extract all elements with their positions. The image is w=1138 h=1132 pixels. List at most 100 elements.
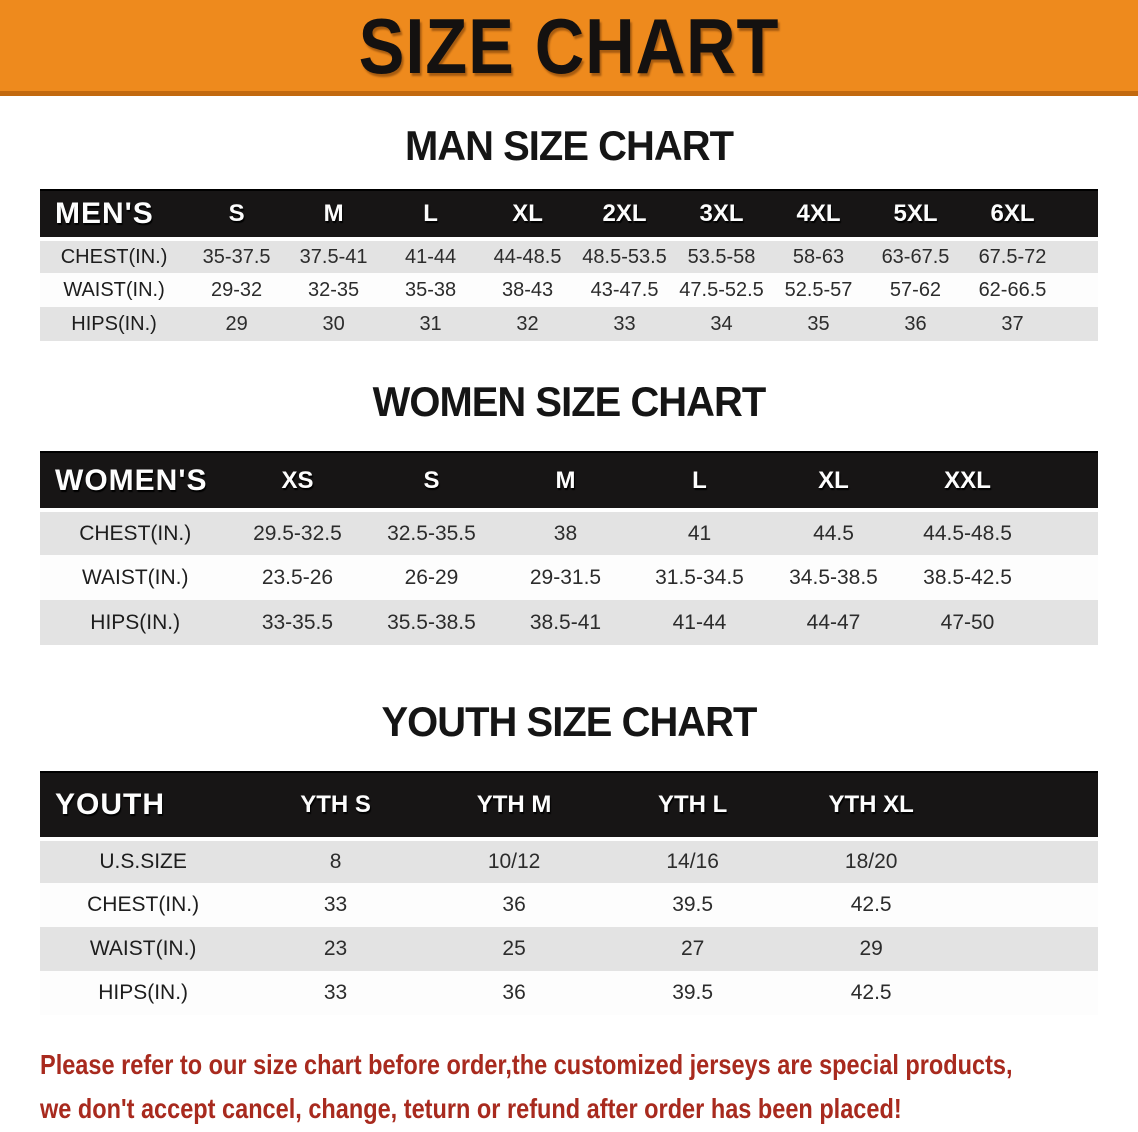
youth-section: YOUTH SIZE CHART YOUTH YTH S YTH M YTH L YTH… (0, 699, 1138, 1015)
size-value: 44-48.5 (479, 239, 577, 273)
size-value: 29-31.5 (498, 555, 633, 600)
size-value: 42.5 (781, 971, 961, 1015)
size-value: 42.5 (781, 883, 961, 927)
size-value: 29.5-32.5 (230, 510, 365, 555)
banner-title: SIZE CHART (358, 1, 780, 90)
column-header: M (285, 189, 383, 241)
spacer-cell (960, 971, 1098, 1015)
spacer-cell (1060, 189, 1098, 241)
spacer-cell (1034, 451, 1098, 512)
table-row: WAIST(IN.) 29-32 32-35 35-38 38-43 43-47.5 47.… (40, 273, 1098, 307)
size-value: 44-47 (766, 600, 901, 645)
size-value: 38.5-41 (498, 600, 633, 645)
size-value: 36 (867, 307, 964, 341)
size-value: 32 (479, 307, 577, 341)
column-header: YTH S (246, 771, 425, 841)
column-header: S (188, 189, 286, 241)
size-value: 8 (246, 839, 425, 883)
size-value: 33 (246, 883, 425, 927)
size-value: 35 (770, 307, 867, 341)
size-value: 33-35.5 (230, 600, 365, 645)
youth-section-heading: YOUTH SIZE CHART (381, 698, 758, 745)
spacer-cell (1034, 555, 1098, 600)
column-header: YTH XL (781, 771, 961, 841)
column-header: 5XL (867, 189, 964, 241)
size-value: 58-63 (770, 239, 867, 273)
size-value: 35-38 (382, 273, 480, 307)
size-value: 52.5-57 (770, 273, 867, 307)
size-value: 41 (632, 510, 767, 555)
table-row: WAIST(IN.) 23.5-26 26-29 29-31.5 31.5-34.5 34… (40, 555, 1098, 600)
size-value: 18/20 (781, 839, 961, 883)
size-value: 35.5-38.5 (364, 600, 499, 645)
table-row: HIPS(IN.) 29 30 31 32 33 34 35 36 37 (40, 307, 1098, 341)
women-section-heading: WOMEN SIZE CHART (372, 378, 767, 425)
size-value: 41-44 (382, 239, 480, 273)
row-label: CHEST(IN.) (40, 239, 189, 273)
size-value: 23.5-26 (230, 555, 365, 600)
spacer-cell (1034, 510, 1098, 555)
row-label: WAIST(IN.) (40, 927, 247, 971)
disclaimer: Please refer to our size chart before or… (40, 1043, 1138, 1131)
header-row: YOUTH YTH S YTH M YTH L YTH XL (40, 771, 1098, 841)
women-size-table: WOMEN'S XS S M L XL XXL CHEST(IN.) 29.5-32.5 32.5… (40, 451, 1098, 645)
size-value: 41-44 (632, 600, 767, 645)
column-header: S (364, 451, 499, 512)
size-value: 36 (424, 883, 604, 927)
header-row: MEN'S S M L XL 2XL 3XL 4XL 5XL 6XL (40, 189, 1098, 241)
spacer-cell (1060, 273, 1098, 307)
size-value: 33 (576, 307, 674, 341)
size-value: 32-35 (285, 273, 383, 307)
spacer-cell (960, 927, 1098, 971)
table-row: HIPS(IN.) 33-35.5 35.5-38.5 38.5-41 41-44 44-… (40, 600, 1098, 645)
table-row: WAIST(IN.) 23 25 27 29 (40, 927, 1098, 971)
column-header: YTH M (424, 771, 604, 841)
row-label: WAIST(IN.) (40, 555, 231, 600)
column-header: 6XL (963, 189, 1061, 241)
disclaimer-line-1: Please refer to our size chart before or… (40, 1049, 1013, 1080)
spacer-cell (960, 839, 1098, 883)
column-header: L (382, 189, 480, 241)
row-label: HIPS(IN.) (40, 600, 231, 645)
size-value: 29-32 (188, 273, 286, 307)
size-value: 43-47.5 (576, 273, 674, 307)
size-value: 14/16 (603, 839, 782, 883)
size-value: 48.5-53.5 (576, 239, 674, 273)
column-header: XL (479, 189, 577, 241)
table-group-label: MEN'S (40, 189, 189, 241)
row-label: HIPS(IN.) (40, 307, 189, 341)
size-value: 39.5 (603, 971, 782, 1015)
spacer-cell (960, 771, 1098, 841)
spacer-cell (1060, 239, 1098, 273)
column-header: M (498, 451, 633, 512)
men-section: MAN SIZE CHART MEN'S S M L XL 2XL 3XL 4XL 5XL 6XL… (0, 123, 1138, 341)
size-value: 34.5-38.5 (766, 555, 901, 600)
header-row: WOMEN'S XS S M L XL XXL (40, 451, 1098, 512)
table-row: CHEST(IN.) 33 36 39.5 42.5 (40, 883, 1098, 927)
table-group-label: WOMEN'S (40, 451, 231, 512)
size-value: 53.5-58 (673, 239, 771, 273)
size-value: 35-37.5 (188, 239, 286, 273)
size-value: 33 (246, 971, 425, 1015)
size-value: 47-50 (900, 600, 1035, 645)
women-section: WOMEN SIZE CHART WOMEN'S XS S M L XL XXL CHEST(… (0, 379, 1138, 645)
size-value: 62-66.5 (963, 273, 1061, 307)
size-value: 29 (781, 927, 961, 971)
size-value: 37 (963, 307, 1061, 341)
table-row: HIPS(IN.) 33 36 39.5 42.5 (40, 971, 1098, 1015)
size-value: 39.5 (603, 883, 782, 927)
size-value: 38 (498, 510, 633, 555)
column-header: XXL (900, 451, 1035, 512)
table-row: CHEST(IN.) 29.5-32.5 32.5-35.5 38 41 44.5 44.5… (40, 510, 1098, 555)
size-value: 31.5-34.5 (632, 555, 767, 600)
size-value: 30 (285, 307, 383, 341)
size-value: 27 (603, 927, 782, 971)
size-value: 38.5-42.5 (900, 555, 1035, 600)
row-label: CHEST(IN.) (40, 510, 231, 555)
size-value: 26-29 (364, 555, 499, 600)
size-value: 34 (673, 307, 771, 341)
size-value: 38-43 (479, 273, 577, 307)
size-value: 44.5 (766, 510, 901, 555)
spacer-cell (960, 883, 1098, 927)
